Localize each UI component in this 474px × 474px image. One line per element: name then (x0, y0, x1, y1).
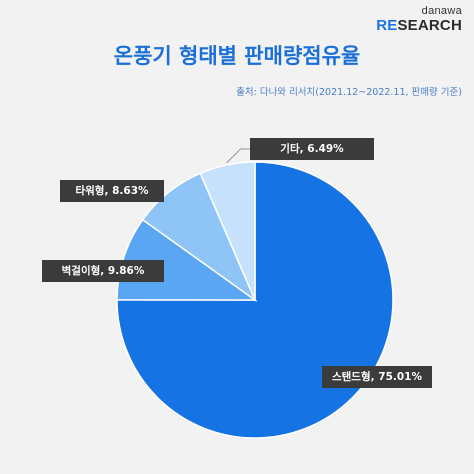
slice-etc (199, 161, 256, 301)
leader-line-etc (226, 148, 251, 164)
chart-source: 출처: 다나와 리서치(2021.12~2022.11, 판매량 기준) (236, 87, 462, 98)
slice-label-stand: 스탠드형, 75.01% (322, 366, 432, 388)
chart-title: 온풍기 형태별 판매량점유율 (113, 44, 361, 68)
leader-lines (226, 148, 251, 164)
slice-label-etc: 기타, 6.49% (250, 138, 374, 160)
logo-re: RE (376, 17, 398, 34)
slice-label-tower: 타워형, 8.63% (60, 180, 164, 202)
logo-bottom-text: RESEARCH (376, 18, 462, 33)
logo-search: SEARCH (397, 17, 462, 34)
logo-top-text: danawa (421, 5, 462, 17)
danawa-research-logo: danawa RESEARCH (376, 5, 462, 34)
pie-slices (116, 161, 394, 439)
slice-label-wall: 벽걸이형, 9.86% (42, 260, 164, 282)
